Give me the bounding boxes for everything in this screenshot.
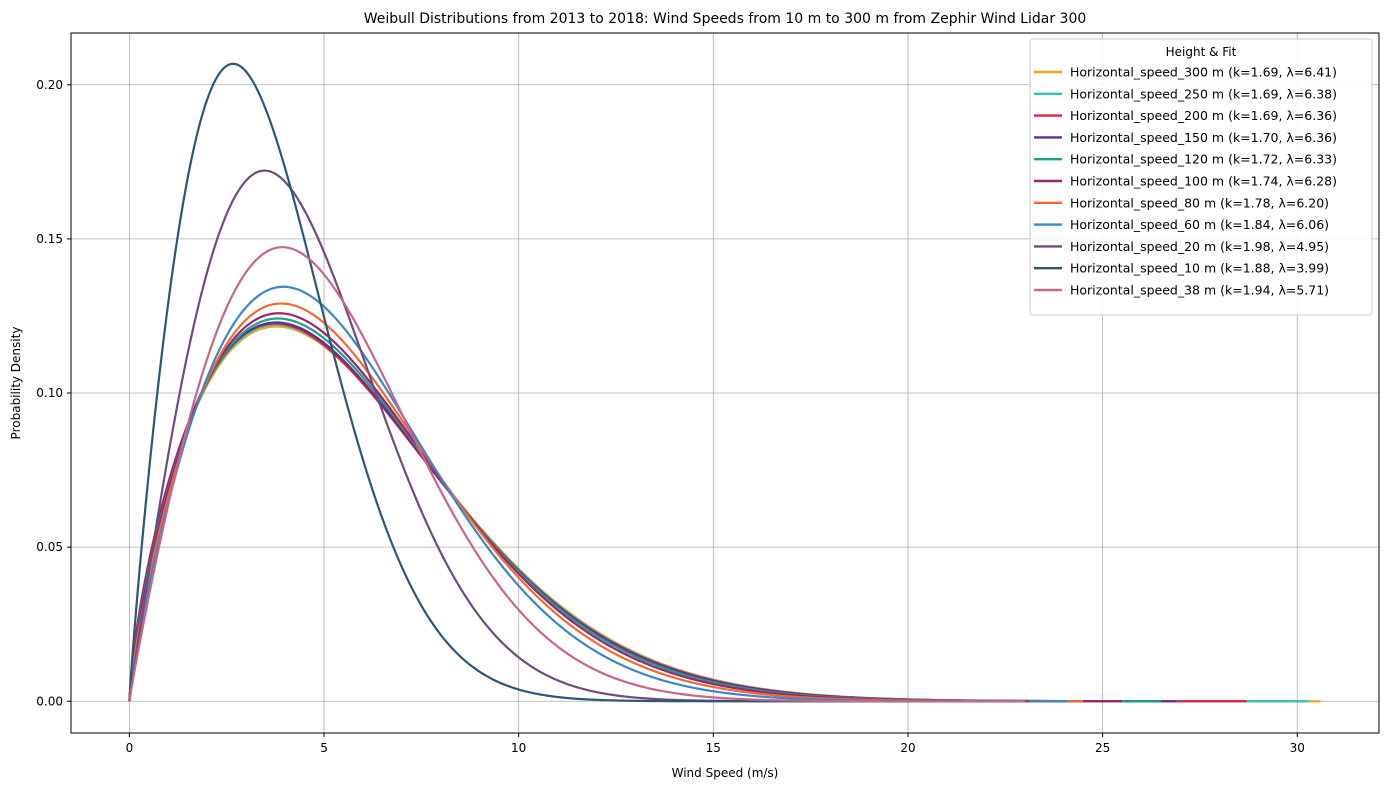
x-tick-label: 0 [126,741,134,755]
series-line-2 [128,322,1247,703]
legend-label-3: Horizontal_speed_150 m (k=1.70, λ=6.36) [1070,130,1337,145]
legend-label-6: Horizontal_speed_80 m (k=1.78, λ=6.20) [1070,195,1329,210]
y-tick-label: 0.20 [36,78,63,92]
y-tick-label: 0.00 [36,694,63,708]
x-tick-label: 15 [706,741,721,755]
plot-frame [70,32,1380,734]
legend-label-2: Horizontal_speed_200 m (k=1.69, λ=6.36) [1070,108,1337,123]
legend-label-5: Horizontal_speed_100 m (k=1.74, λ=6.28) [1070,174,1337,189]
legend-label-8: Horizontal_speed_20 m (k=1.98, λ=4.95) [1070,239,1329,254]
y-tick-label: 0.15 [36,232,63,246]
y-tick-label: 0.10 [36,386,63,400]
y-axis-label: Probability Density [9,327,23,440]
series-line-1 [128,323,1309,703]
series-lines [128,62,1321,703]
series-line-9 [128,62,1006,703]
legend-label-10: Horizontal_speed_38 m (k=1.94, λ=5.71) [1070,283,1329,298]
series-line-5 [128,312,1123,703]
legend-box [1029,38,1373,316]
series-line-10 [128,246,1025,703]
series-line-0 [128,325,1321,703]
legend: Height & Fit Horizontal_speed_300 m (k=1… [1029,38,1373,316]
series-line-3 [128,321,1177,703]
x-tick-label: 5 [320,741,328,755]
legend-label-1: Horizontal_speed_250 m (k=1.69, λ=6.38) [1070,86,1337,101]
legend-label-0: Horizontal_speed_300 m (k=1.69, λ=6.41) [1070,65,1337,80]
x-axis-ticks: 0 5 10 15 20 25 30 [126,733,1305,755]
x-tick-label: 10 [511,741,526,755]
y-axis-ticks: 0.00 0.05 0.10 0.15 0.20 [36,78,71,708]
chart-title: Weibull Distributions from 2013 to 2018:… [364,11,1087,27]
legend-label-7: Horizontal_speed_60 m (k=1.84, λ=6.06) [1070,217,1329,232]
x-tick-label: 25 [1095,741,1110,755]
x-axis-label: Wind Speed (m/s) [672,766,779,780]
y-tick-label: 0.05 [36,540,63,554]
legend-label-9: Horizontal_speed_10 m (k=1.88, λ=3.99) [1070,261,1329,276]
series-line-4 [128,317,1161,703]
legend-label-4: Horizontal_speed_120 m (k=1.72, λ=6.33) [1070,152,1337,167]
x-tick-label: 20 [900,741,915,755]
legend-title: Height & Fit [1166,45,1237,59]
x-tick-label: 30 [1290,741,1305,755]
